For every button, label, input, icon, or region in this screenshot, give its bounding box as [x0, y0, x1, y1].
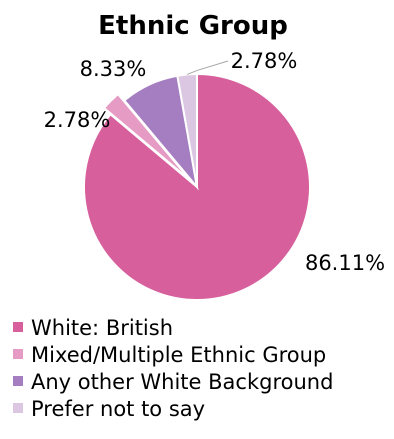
- pie-slices: [83, 72, 311, 301]
- chart-title: Ethnic Group: [98, 11, 288, 41]
- leader-line-prefer-not-to-say: [186, 60, 229, 75]
- pie-data-labels: 86.11% 2.78% 8.33% 2.78%: [44, 49, 385, 275]
- legend-label-prefer-not-to-say: Prefer not to say: [31, 397, 205, 421]
- pie-slice-mixed-multiple-ethnic-group: [102, 92, 192, 182]
- legend-swatch-white-british: [13, 322, 23, 332]
- legend-label-any-other-white-background: Any other White Background: [31, 370, 333, 394]
- legend: White: British Mixed/Multiple Ethnic Grou…: [13, 316, 333, 421]
- pie-slice-white-british: [83, 72, 311, 301]
- pie-leader-lines: [186, 60, 229, 75]
- data-label-white-british: 86.11%: [305, 251, 385, 275]
- legend-label-mixed-multiple-ethnic-group: Mixed/Multiple Ethnic Group: [31, 343, 326, 367]
- legend-swatch-any-other-white-background: [13, 376, 23, 386]
- data-label-any-other-white-background: 8.33%: [80, 57, 147, 81]
- data-label-prefer-not-to-say: 2.78%: [231, 49, 298, 73]
- legend-swatch-mixed-multiple-ethnic-group: [13, 349, 23, 359]
- legend-swatch-prefer-not-to-say: [13, 403, 23, 413]
- pie-slice-prefer-not-to-say: [176, 72, 198, 188]
- data-label-mixed-multiple-ethnic-group: 2.78%: [44, 108, 111, 132]
- legend-label-white-british: White: British: [31, 316, 173, 340]
